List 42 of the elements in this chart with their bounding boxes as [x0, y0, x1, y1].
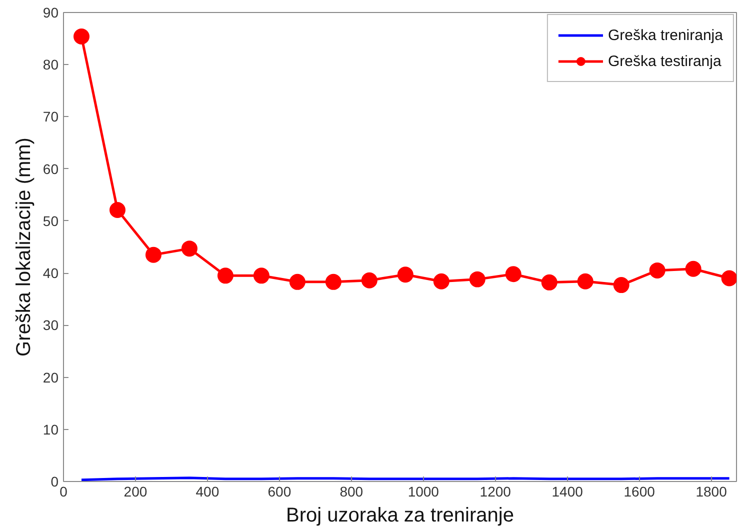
x-tick-label: 1600 [624, 484, 656, 500]
point [613, 277, 630, 294]
point [505, 266, 522, 282]
x-tick-label: 400 [196, 484, 220, 500]
y-tick-label: 40 [42, 265, 59, 282]
point [109, 202, 126, 218]
x-tick-label: 1000 [408, 484, 440, 500]
y-tick-label: 0 [50, 474, 59, 490]
point [433, 273, 450, 290]
y-axis-title: Greška lokalizacije (mm) [12, 138, 35, 356]
y-tick-label: 30 [42, 317, 59, 334]
x-tick-label: 1200 [480, 484, 512, 500]
point [541, 274, 558, 290]
point [721, 270, 736, 286]
point [73, 28, 90, 44]
y-tick-label: 90 [42, 4, 59, 20]
point [217, 268, 234, 284]
point [397, 266, 414, 283]
y-tick-label: 50 [42, 212, 59, 229]
x-tick-label: 800 [340, 484, 364, 500]
x-tick-label: 600 [268, 484, 292, 500]
x-tick-label: 1400 [552, 484, 584, 500]
point [685, 260, 702, 277]
point [145, 246, 162, 263]
point [325, 274, 342, 290]
point [469, 271, 486, 288]
point [253, 268, 270, 284]
x-axis-title: Broj uzoraka za treniranje [286, 504, 514, 526]
y-tick-label: 20 [42, 369, 59, 386]
point [181, 240, 198, 257]
y-tick-label: 70 [42, 108, 59, 125]
y-tick-label: 80 [42, 56, 59, 73]
point [649, 262, 666, 278]
point [361, 272, 378, 288]
point [289, 274, 306, 290]
x-tick-label: 1800 [696, 484, 728, 500]
y-tick-label: 60 [42, 160, 59, 177]
point [577, 273, 594, 290]
legend-label: Greška testiranja [608, 52, 722, 70]
legend-label: Greška treniranja [608, 26, 723, 44]
y-tick-label: 10 [42, 421, 59, 438]
x-tick-label: 200 [124, 484, 148, 500]
